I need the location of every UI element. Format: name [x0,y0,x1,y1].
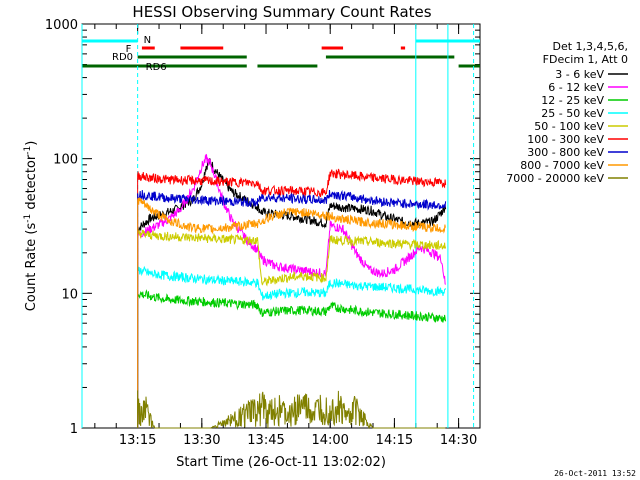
series-line [137,168,447,198]
x-tick-label: 14:00 [311,433,348,448]
status-label: RD6 [146,62,167,73]
y-tick-label: 1 [70,422,78,437]
series-line [137,264,447,301]
status-label: RD0 [112,52,133,63]
axes: 1 10 100 1000 13:15 13:30 13:45 14:00 14:15 14:30 [45,18,480,448]
legend-label: 50 - 100 keV [534,120,604,133]
legend-label: 7000 - 20000 keV [506,172,604,185]
series-line [137,153,446,285]
legend-header-line-1: Det 1,3,4,5,6, [552,40,628,53]
y-tick-label: 10 [61,287,78,302]
status-label: F [126,44,132,55]
legend-label: 3 - 6 keV [555,68,604,81]
x-axis-label: Start Time (26-Oct-11 13:02:02) [176,455,386,470]
series-line [137,289,447,323]
series-line [137,390,446,430]
y-tick-label: 100 [53,153,78,168]
x-tick-label: 13:30 [183,433,220,448]
series-line [137,189,447,211]
series-line [137,197,446,235]
x-tick-label: 14:15 [376,433,413,448]
legend-label: 6 - 12 keV [548,81,604,94]
series-line [137,228,447,287]
legend-label: 12 - 25 keV [541,94,604,107]
x-tick-label: 13:45 [247,433,284,448]
y-axis-label: Count Rate (s-1 detector-1) [23,141,39,312]
y-tick-label: 1000 [45,18,78,33]
status-label: N [144,35,151,46]
legend-header-line-2: FDecim 1, Att 0 [543,53,628,66]
legend-label: 100 - 300 keV [527,133,604,146]
legend-label: 300 - 800 keV [527,146,604,159]
x-tick-label: 14:30 [440,433,477,448]
legend-label: 25 - 50 keV [541,107,604,120]
footer-timestamp: 26-Oct-2011 13:52 [554,469,636,478]
legend-label: 800 - 7000 keV [520,159,604,172]
x-tick-label: 13:15 [119,433,156,448]
chart-title: HESSI Observing Summary Count Rates [132,3,431,21]
series-layer [137,153,447,430]
